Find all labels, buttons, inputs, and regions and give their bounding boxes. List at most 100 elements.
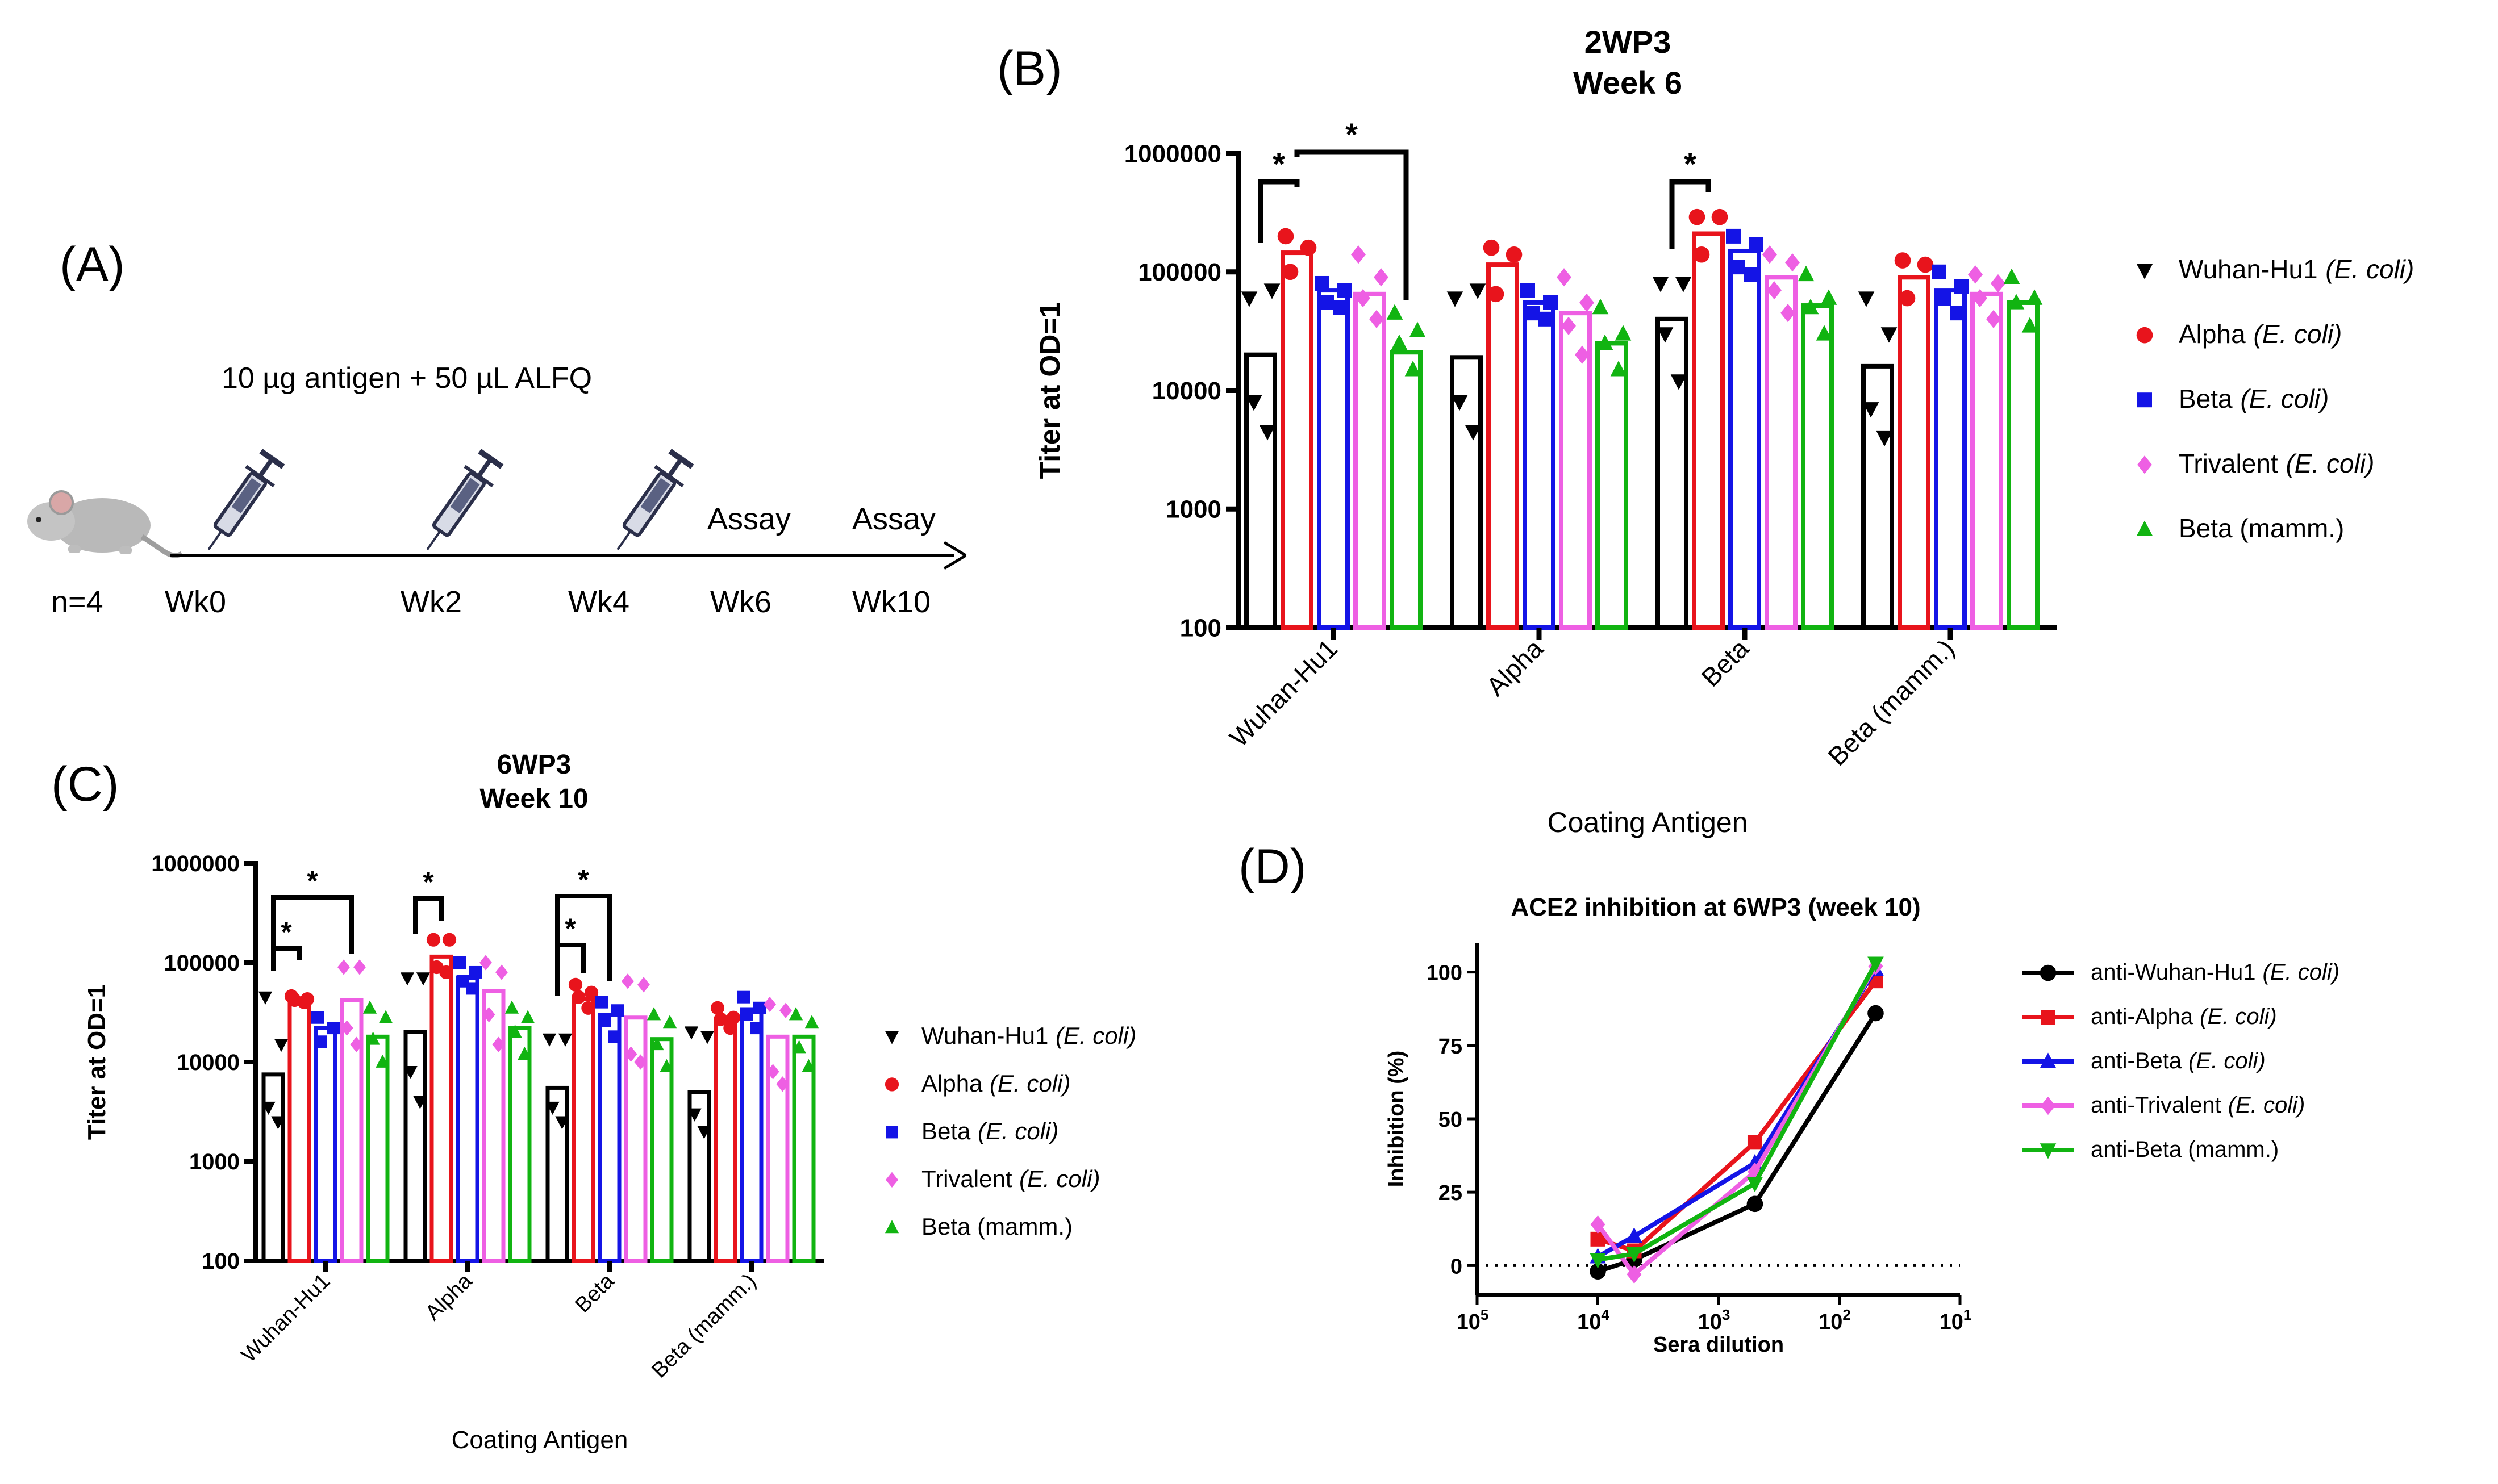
legend-marker [886,1126,898,1139]
bar-trivalent-0 [1353,291,1386,630]
syringe-needle [616,530,632,550]
data-point-trivalent [1762,245,1777,264]
panel-d-line-chart: (D) ACE2 inhibition at 6WP3 (week 10) 0 25 5… [1238,839,2339,1357]
significance-bracket [1669,179,1711,249]
data-point-beta-mamm- [2008,294,2025,310]
y-tick-label: 100000 [164,951,240,976]
data-point-beta [314,1035,327,1048]
legend-marker [885,1031,899,1044]
syringe-flange [464,465,494,488]
legend-marker [2136,327,2153,344]
data-point-beta-mamm- [650,1036,664,1051]
data-point-beta [750,1022,763,1035]
data-point-beta [1726,228,1741,244]
legend-entry-alpha: Alpha (E. coli) [921,1070,1070,1097]
bar-alpha-1 [1486,262,1519,630]
data-point-wuhan-hu1 [400,972,415,986]
data-point-wuhan-hu1 [1670,374,1687,390]
bar-beta-3 [1934,288,1967,630]
bar-alpha-1 [429,954,453,1263]
legend-marker [2040,964,2057,981]
bar-beta-1 [1523,300,1555,630]
bar-beta-mamm--1 [1595,341,1628,630]
data-point-anti-wuhan-hu1 [1867,1005,1884,1022]
data-point-alpha [710,1001,725,1015]
data-point-wuhan-hu1 [416,972,431,986]
data-point-anti-wuhan-hu1 [1590,1263,1606,1280]
legend-entry-anti-wuhan-hu1: anti-Wuhan-Hu1 (E. coli) [2091,960,2339,985]
y-tick-label: 10000 [1152,377,1221,405]
data-point-wuhan-hu1 [555,1116,569,1130]
data-point-alpha [426,933,441,947]
bar-beta-mamm--2 [1801,303,1834,630]
bar-beta-mamm--3 [2007,300,2040,630]
bar-wuhan-hu1-3 [1861,363,1894,630]
data-point-wuhan-hu1 [687,1108,702,1122]
legend-entry-beta: Beta (E. coli) [2179,384,2329,413]
significance-star: * [578,864,589,896]
data-point-trivalent [1557,268,1571,287]
data-point-alpha [1688,208,1705,225]
bar-beta-2 [598,1013,622,1263]
legend-marker [2040,1052,2057,1068]
data-point-trivalent [479,955,492,971]
legend-marker [2137,392,2152,408]
data-point-wuhan-hu1 [1858,291,1875,307]
data-point-trivalent [1767,281,1782,300]
legend-entry-anti-trivalent: anti-Trivalent (E. coli) [2091,1093,2305,1118]
bar-alpha-3 [714,1018,737,1263]
data-point-beta-mamm- [366,1031,380,1045]
bar-wuhan-hu1-0 [1244,352,1277,630]
data-point-beta-mamm- [2026,289,2043,305]
chart-title-line: Week 6 [1573,65,1682,101]
bar-wuhan-hu1-0 [261,1072,285,1263]
data-point-alpha [726,1010,741,1025]
data-point-alpha [1711,208,1728,225]
data-point-wuhan-hu1 [1876,430,1893,447]
data-point-alpha [1506,246,1523,263]
legend-entry-anti-alpha: anti-Alpha (E. coli) [2091,1004,2277,1029]
bar-beta-1 [456,976,479,1263]
bar-wuhan-hu1-1 [1450,355,1483,630]
data-point-beta-mamm- [1386,304,1403,320]
data-point-beta-mamm- [1391,334,1408,350]
data-point-alpha [1693,246,1710,263]
data-point-beta-mamm- [508,1025,522,1038]
y-axis-title: Inhibition (%) [1384,1051,1408,1188]
bar-beta-mamm--1 [508,1026,532,1263]
data-point-beta-mamm- [802,1059,816,1072]
data-point-trivalent [1991,274,2005,293]
data-point-beta [1333,300,1348,315]
data-point-beta-mamm- [1816,325,1833,341]
y-tick-label: 100 [202,1249,240,1274]
x-category-label: Alpha [421,1269,477,1325]
legend-entry-beta: Beta (E. coli) [921,1118,1058,1144]
assay-label-wk10: Assay [852,502,936,536]
significance-bracket [271,946,302,971]
data-point-beta [1543,295,1558,310]
data-point-trivalent [766,1064,779,1080]
data-point-trivalent [624,1046,637,1062]
bar-beta-mamm--3 [792,1034,816,1263]
x-category-label: Beta (mamm.) [647,1269,761,1383]
data-point-beta-mamm- [378,1010,393,1023]
data-point-trivalent [1575,345,1590,364]
data-point-trivalent [1986,310,2001,328]
bar-alpha-2 [1692,231,1725,630]
legend-entry-anti-beta-mamm-: anti-Beta (mamm.) [2091,1137,2279,1162]
x-category-label: Beta [1695,633,1754,692]
syringe-plunger [476,457,493,479]
legend-marker [2041,1010,2055,1025]
data-point-trivalent [1351,245,1366,264]
significance-star: * [423,866,434,898]
data-point-beta [1319,295,1334,310]
data-point-trivalent [350,1036,363,1052]
data-point-wuhan-hu1 [1657,327,1674,343]
panel-b-bar-chart: (B) 2WP3 Week 6 100 1000 10000 100000 1000000 Ti… [997,24,2414,838]
bar-trivalent-3 [766,1034,790,1263]
legend-marker [885,1077,899,1092]
bar-wuhan-hu1-1 [403,1030,427,1263]
data-point-beta-mamm- [376,1054,390,1068]
data-point-beta-mamm- [1592,298,1609,315]
